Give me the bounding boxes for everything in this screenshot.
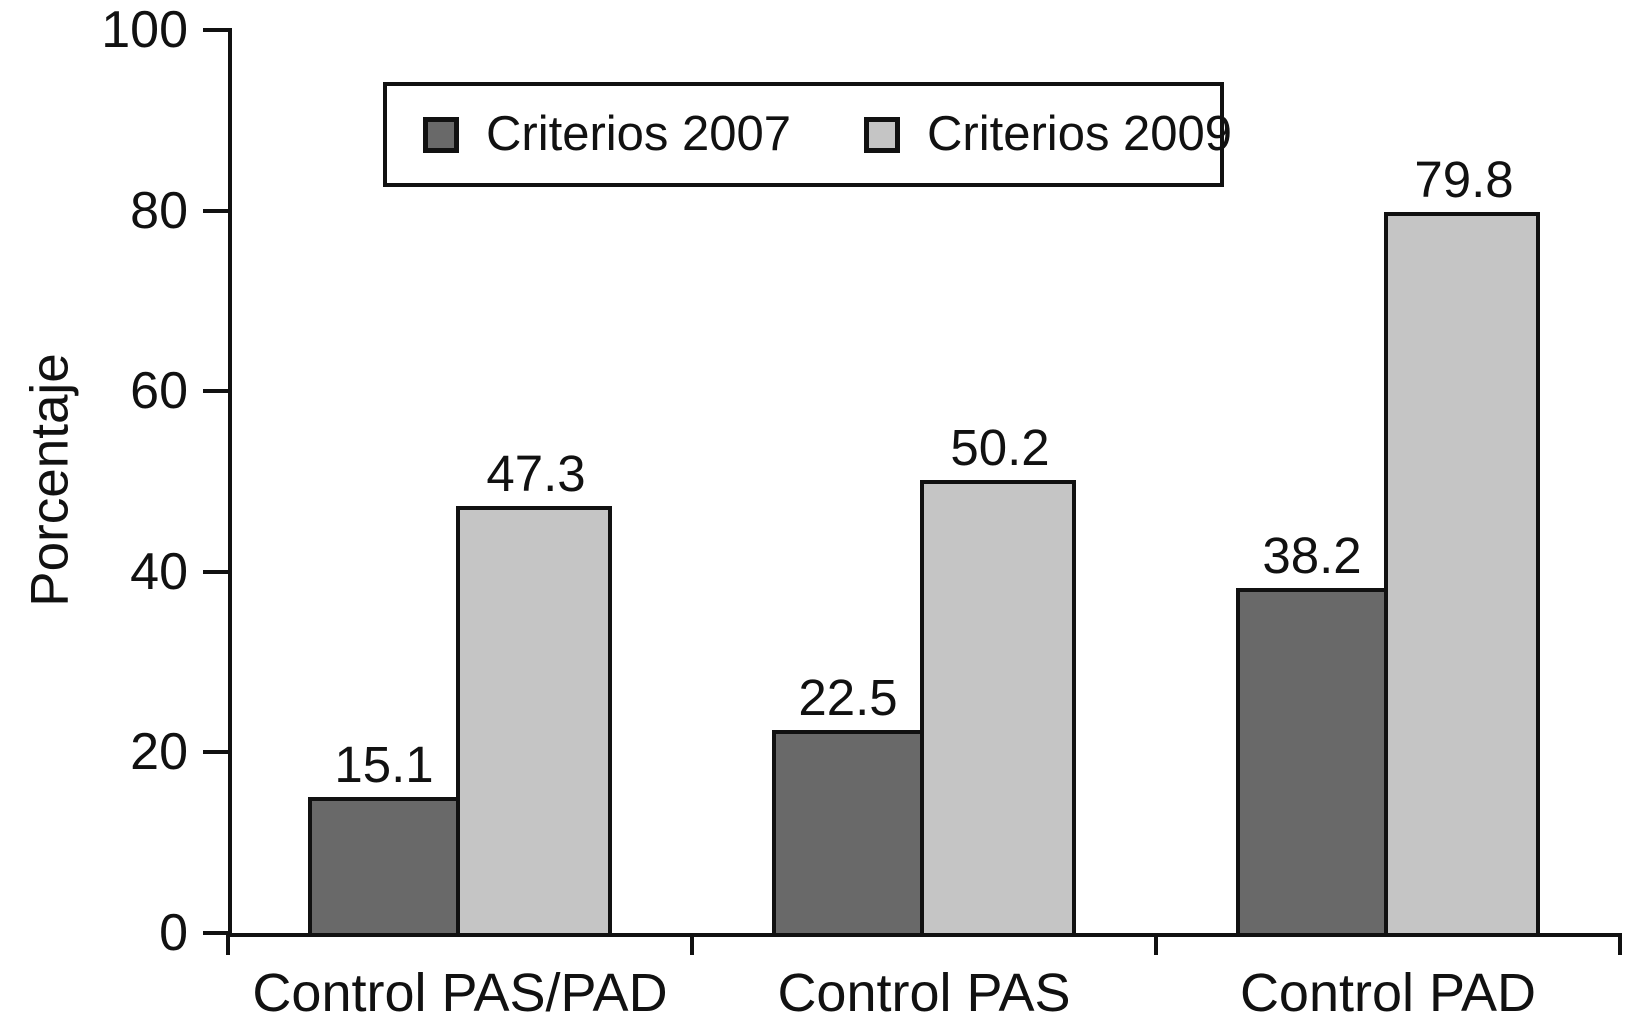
legend-swatch-criterios-2007 (423, 116, 459, 153)
bar-criterios-2009 (920, 479, 1076, 937)
x-category-label: Control PAD (1239, 963, 1537, 1023)
y-axis-tick (203, 569, 228, 574)
x-axis-tick (1154, 933, 1158, 955)
y-axis-tick (203, 208, 228, 213)
y-axis-tick (203, 389, 228, 394)
bar-value-label: 22.5 (798, 668, 898, 726)
y-axis-tick (203, 750, 228, 755)
bar-value-label: 15.1 (334, 735, 434, 793)
bar-criterios-2009 (456, 505, 612, 937)
y-axis-tick-label: 20 (130, 723, 188, 782)
bar-criterios-2007 (308, 796, 460, 937)
legend-entry-2007: Criterios 2007 (423, 110, 791, 159)
bar-value-label: 38.2 (1262, 527, 1362, 585)
legend-label-criterios-2009: Criterios 2009 (927, 107, 1233, 161)
y-axis-tick-label: 0 (159, 904, 188, 962)
legend-swatch-criterios-2009 (864, 116, 901, 153)
bar-value-label: 50.2 (950, 418, 1050, 476)
y-axis-tick-label: 60 (130, 362, 188, 421)
bar-criterios-2007 (1236, 588, 1388, 937)
x-axis-tick (226, 933, 230, 955)
x-category-label: Control PAS (777, 963, 1071, 1023)
bar-criterios-2007 (772, 729, 924, 937)
x-axis-tick (1618, 933, 1622, 955)
bar-value-label: 79.8 (1414, 151, 1514, 209)
x-axis-tick (690, 933, 694, 955)
y-axis-tick-label: 80 (130, 181, 188, 240)
x-category-label: Control PAS/PAD (252, 963, 668, 1023)
y-axis-tick-label: 40 (130, 542, 188, 601)
y-axis-tick (203, 28, 228, 32)
y-axis-tick-label: 100 (101, 1, 188, 59)
legend-entry-2009: Criterios 2009 (864, 110, 1232, 159)
y-axis-line (228, 28, 232, 937)
bar-value-label: 47.3 (486, 444, 586, 502)
y-axis-tick (203, 931, 228, 935)
legend-box: Criterios 2007 Criterios 2009 (383, 82, 1232, 187)
legend-label-criterios-2007: Criterios 2007 (486, 107, 792, 161)
bar-criterios-2009 (1384, 212, 1540, 937)
